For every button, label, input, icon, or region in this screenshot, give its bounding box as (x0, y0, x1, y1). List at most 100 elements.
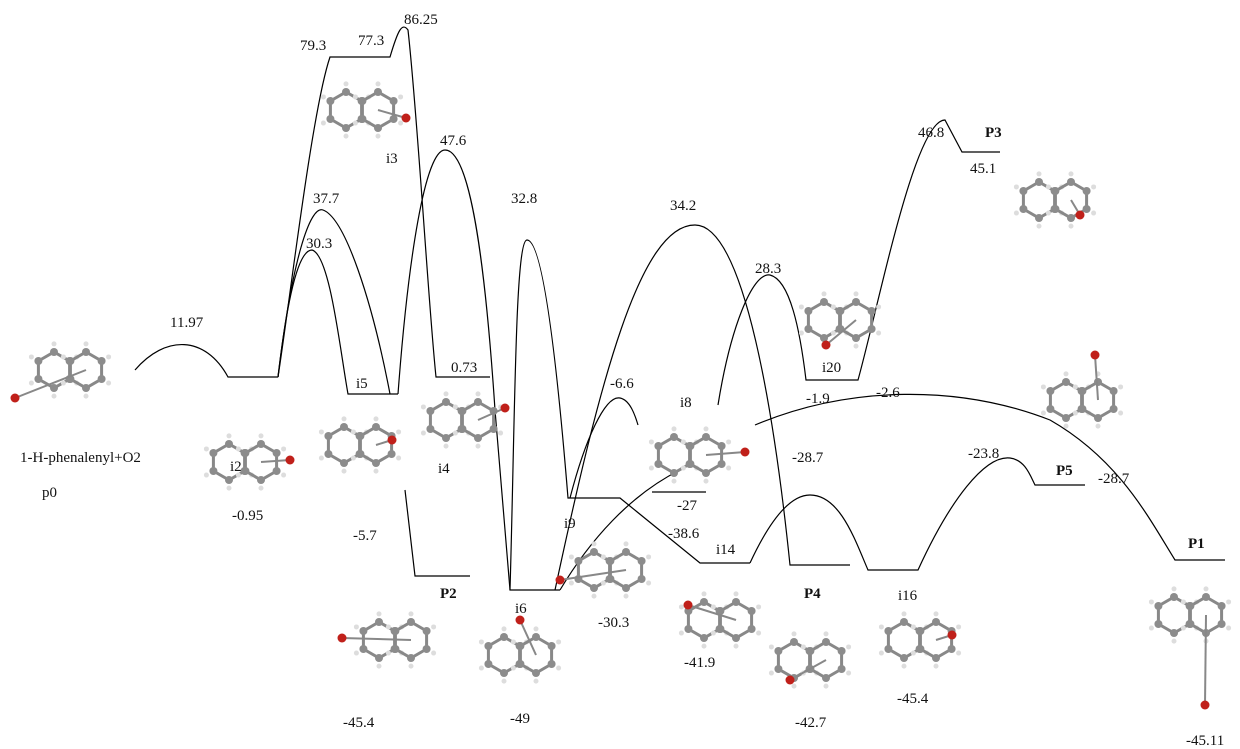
hydrogen (681, 439, 686, 444)
species-label: i4 (438, 461, 450, 477)
hydrogen (502, 679, 507, 684)
hydrogen (1118, 411, 1123, 416)
hydrogen (511, 639, 516, 644)
hydrogen (344, 134, 349, 139)
atom (774, 665, 782, 673)
atom (932, 654, 940, 662)
energy-label: -38.6 (668, 526, 700, 542)
hydrogen (792, 684, 797, 689)
atom (34, 357, 42, 365)
hydrogen (601, 554, 606, 559)
atom (900, 654, 908, 662)
atom (700, 634, 708, 642)
hydrogen (1096, 424, 1101, 429)
hydrogen (799, 304, 804, 309)
hydrogen (854, 291, 859, 296)
atom (324, 432, 332, 440)
atom (838, 665, 846, 673)
atom (852, 334, 860, 342)
energy-label: 47.6 (440, 133, 467, 149)
atom (374, 88, 382, 96)
atom (884, 627, 892, 635)
hydrogen (569, 554, 574, 559)
hydrogen (259, 486, 264, 491)
hydrogen (353, 94, 358, 99)
atom (391, 627, 399, 635)
atom (388, 450, 396, 458)
atom (822, 638, 830, 646)
atom (1051, 205, 1059, 213)
hydrogen (1064, 424, 1069, 429)
hydrogen (792, 631, 797, 636)
hydrogen (354, 624, 359, 629)
atom (1051, 187, 1059, 195)
pathway (278, 250, 398, 394)
hydrogen (672, 426, 677, 431)
atom (852, 298, 860, 306)
atom (684, 625, 692, 633)
atom (98, 357, 106, 365)
hydrogen (396, 456, 401, 461)
atom (718, 460, 726, 468)
hydrogen (681, 466, 686, 471)
energy-label: 32.8 (511, 191, 537, 207)
energy-label: -49 (510, 711, 530, 727)
hydrogen (902, 664, 907, 669)
atom (590, 584, 598, 592)
oxygen (388, 436, 397, 445)
hydrogen (29, 354, 34, 359)
atom (1078, 405, 1086, 413)
hydrogen (1149, 626, 1154, 631)
atom (326, 97, 334, 105)
species-label: i16 (898, 588, 918, 604)
hydrogen (351, 456, 356, 461)
hydrogen (353, 121, 358, 126)
hydrogen (854, 344, 859, 349)
atom (241, 467, 249, 475)
hydrogen (1046, 184, 1051, 189)
hydrogen (911, 624, 916, 629)
atom (686, 442, 694, 450)
energy-label: 11.97 (170, 315, 204, 331)
atom (654, 460, 662, 468)
atom (209, 449, 217, 457)
pathway (135, 345, 278, 377)
atom (82, 348, 90, 356)
atom (916, 645, 924, 653)
energy-label: 28.3 (755, 261, 781, 277)
hydrogen (911, 651, 916, 656)
hydrogen (726, 466, 731, 471)
hydrogen (1226, 599, 1231, 604)
atom (359, 627, 367, 635)
hydrogen (769, 671, 774, 676)
hydrogen (711, 631, 716, 636)
hydrogen (204, 446, 209, 451)
hydrogen (281, 473, 286, 478)
atom (82, 384, 90, 392)
hydrogen (831, 331, 836, 336)
hydrogen (236, 446, 241, 451)
hydrogen (1204, 586, 1209, 591)
hydrogen (396, 429, 401, 434)
hydrogen (734, 644, 739, 649)
hydrogen (556, 666, 561, 671)
atom (1035, 178, 1043, 186)
atom (654, 442, 662, 450)
pathway (510, 240, 750, 590)
atom (458, 407, 466, 415)
atom (500, 633, 508, 641)
oxygen (684, 601, 693, 610)
hydrogen (1091, 184, 1096, 189)
energy-label: 34.2 (670, 198, 696, 214)
hydrogen (84, 394, 89, 399)
hydrogen (1069, 171, 1074, 176)
hydrogen (319, 429, 324, 434)
atom (820, 298, 828, 306)
energy-label: -23.8 (968, 446, 999, 462)
hydrogen (351, 429, 356, 434)
atom (700, 598, 708, 606)
hydrogen (934, 664, 939, 669)
bond (342, 638, 411, 640)
energy-label: -5.7 (353, 528, 377, 544)
atom (1062, 414, 1070, 422)
